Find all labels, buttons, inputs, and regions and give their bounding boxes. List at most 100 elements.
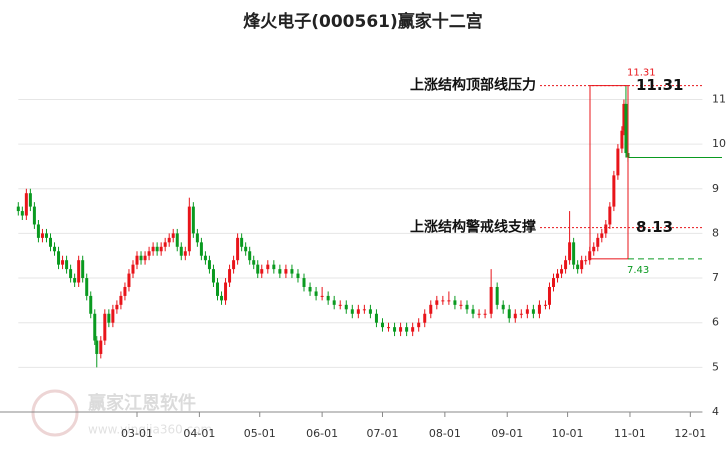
candle-body bbox=[195, 233, 199, 243]
candle-body bbox=[290, 269, 294, 274]
watermark-url: www.yingjia360.com bbox=[88, 423, 212, 437]
candle-body bbox=[296, 273, 300, 279]
candle-body bbox=[252, 260, 256, 265]
candle-body bbox=[344, 304, 348, 310]
candle-body bbox=[111, 309, 115, 323]
candle-body bbox=[40, 233, 44, 238]
candle-body bbox=[44, 233, 48, 238]
candle-body bbox=[596, 237, 600, 247]
chart-title: 烽火电子(000561)赢家十二宫 bbox=[243, 11, 483, 32]
candle-body bbox=[612, 175, 616, 207]
y-tick-label: 4 bbox=[712, 405, 719, 418]
candle-body bbox=[20, 211, 24, 216]
candle-body bbox=[203, 255, 207, 261]
candle-body bbox=[564, 260, 568, 270]
candle-body bbox=[57, 251, 61, 265]
y-tick-label: 5 bbox=[712, 360, 719, 373]
candle-body bbox=[405, 327, 409, 332]
candle-body bbox=[332, 300, 336, 305]
candle-body bbox=[543, 304, 547, 306]
candle-body bbox=[155, 246, 159, 252]
structure-box bbox=[589, 85, 629, 260]
candle-body bbox=[207, 260, 211, 270]
x-tick-label: 09-01 bbox=[491, 427, 523, 440]
candle-body bbox=[338, 304, 342, 306]
candle-body bbox=[69, 269, 73, 279]
candle-body bbox=[531, 309, 535, 314]
candle-body bbox=[399, 327, 403, 332]
candle-body bbox=[81, 260, 85, 279]
candle-body bbox=[459, 304, 463, 306]
candle-body bbox=[320, 295, 324, 297]
candle-body bbox=[624, 103, 628, 154]
candle-body bbox=[135, 255, 139, 265]
candle-body bbox=[215, 282, 219, 296]
candle-body bbox=[580, 260, 584, 270]
candle-body bbox=[489, 286, 493, 314]
y-tick-label: 8 bbox=[712, 226, 719, 239]
candle-body bbox=[16, 206, 20, 212]
candle-body bbox=[435, 300, 439, 305]
candle-body bbox=[525, 309, 529, 314]
candle-body bbox=[228, 269, 232, 283]
candle-body bbox=[93, 313, 97, 341]
candle-body bbox=[24, 193, 28, 216]
candle-body bbox=[240, 237, 244, 247]
y-tick-label: 10 bbox=[712, 137, 726, 150]
candle-body bbox=[556, 273, 560, 279]
support-label: 上涨结构警戒线支撑 bbox=[410, 219, 536, 236]
candle-body bbox=[36, 224, 40, 238]
candle-body bbox=[73, 278, 77, 283]
candle-body bbox=[350, 309, 354, 314]
candle-body bbox=[248, 251, 252, 261]
candle-body bbox=[48, 237, 52, 247]
candle-body bbox=[326, 295, 330, 301]
candle-body bbox=[175, 233, 179, 247]
candle-body bbox=[199, 242, 203, 256]
candle-body bbox=[28, 193, 32, 207]
candle-body bbox=[266, 264, 270, 270]
candle-body bbox=[32, 206, 36, 225]
candle-body bbox=[85, 278, 89, 296]
candle-body bbox=[167, 237, 171, 243]
candle-body bbox=[393, 327, 397, 332]
y-tick-label: 11 bbox=[712, 92, 726, 105]
candle-body bbox=[163, 242, 167, 247]
candle-body bbox=[284, 269, 288, 274]
candle-body bbox=[236, 237, 240, 261]
candle-body bbox=[368, 309, 372, 314]
candle-body bbox=[374, 313, 378, 323]
candle-body bbox=[308, 286, 312, 292]
watermark: 赢家江恩软件 www.yingjia360.com bbox=[31, 389, 212, 437]
candle-body bbox=[143, 255, 147, 261]
candle-body bbox=[483, 313, 487, 315]
candle-body bbox=[127, 273, 131, 287]
candle-body bbox=[119, 295, 123, 305]
candle-body bbox=[417, 322, 421, 328]
x-tick-label: 04-01 bbox=[183, 427, 215, 440]
candle-body bbox=[107, 313, 111, 323]
candle-body bbox=[547, 286, 551, 305]
candle-body bbox=[453, 300, 457, 305]
x-tick-label: 03-01 bbox=[121, 427, 153, 440]
candle-body bbox=[584, 260, 588, 262]
x-tick-label: 05-01 bbox=[244, 427, 276, 440]
candle-body bbox=[616, 148, 620, 176]
watermark-text: 赢家江恩软件 bbox=[88, 392, 196, 414]
candle-body bbox=[622, 103, 626, 131]
candle-body bbox=[423, 313, 427, 323]
candle-body bbox=[362, 309, 366, 311]
candle-body bbox=[191, 206, 195, 234]
x-tick-label: 11-01 bbox=[614, 427, 646, 440]
candle-body bbox=[519, 313, 523, 315]
candle-body bbox=[576, 264, 580, 270]
watermark-logo bbox=[31, 389, 79, 437]
candle-body bbox=[608, 206, 612, 225]
x-tick-label: 10-01 bbox=[552, 427, 584, 440]
candle-body bbox=[272, 264, 276, 270]
candle-body bbox=[278, 269, 282, 274]
candle-body bbox=[53, 246, 57, 252]
candle-body bbox=[115, 304, 119, 310]
candle-body bbox=[572, 242, 576, 265]
candle-body bbox=[65, 260, 69, 270]
